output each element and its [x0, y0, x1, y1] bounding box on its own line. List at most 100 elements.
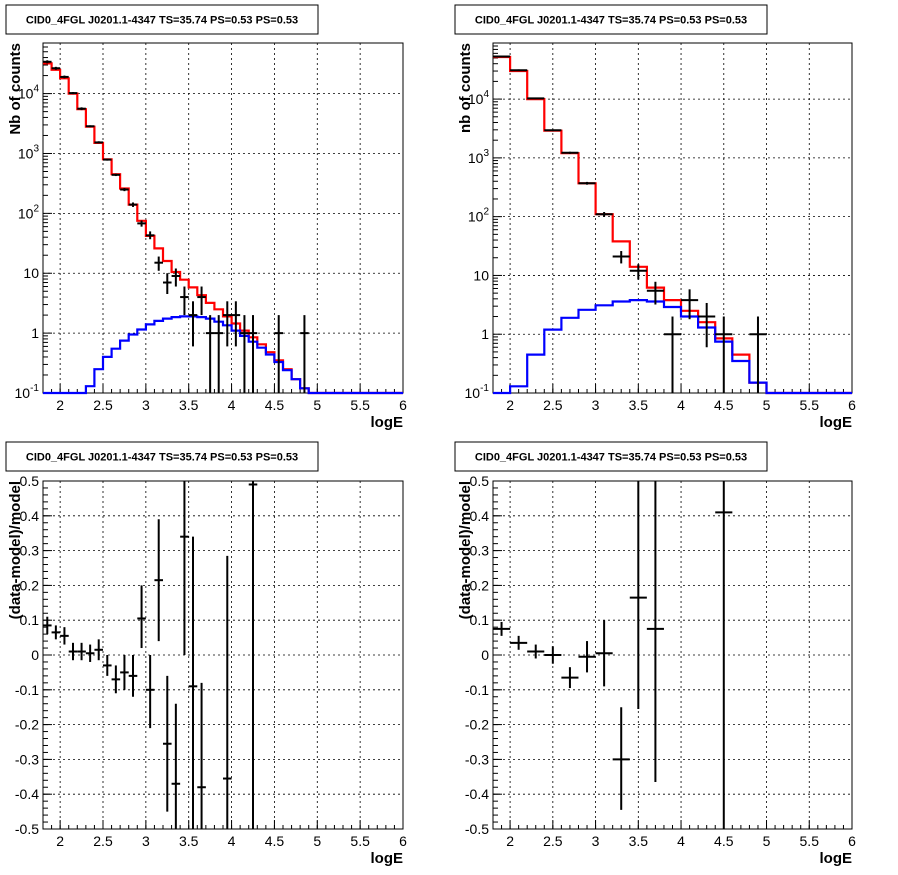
x-tick-label: 6 [399, 833, 407, 849]
data-point [715, 316, 733, 393]
data-point [646, 481, 664, 783]
panel-3: CID0_4FGL J0201.1-4347 TS=35.74 PS=0.53 … [5, 441, 407, 867]
y-tick-label: -0.3 [465, 751, 489, 767]
data-point [223, 301, 232, 347]
x-tick-label: 5 [313, 833, 321, 849]
data-point [493, 621, 511, 636]
data-point [240, 315, 249, 393]
y-tick-label: -0.5 [465, 821, 489, 837]
data-point [223, 555, 232, 829]
x-axis-title: logE [371, 414, 404, 431]
y-axis-title: (data-model)/model [7, 481, 24, 619]
data-point [188, 301, 198, 347]
title-box [454, 441, 768, 472]
plot-frame [42, 42, 404, 394]
data-point [527, 97, 545, 100]
data-point [544, 129, 562, 132]
data-point [629, 264, 647, 280]
data-point [85, 644, 95, 662]
x-tick-label: 3 [592, 833, 600, 849]
x-tick-label: 6 [399, 397, 407, 413]
x-tick-label: 5.5 [350, 833, 370, 849]
y-tick-label: 1 [31, 325, 39, 341]
y-tick-label: 0.2 [20, 577, 40, 593]
data-point [154, 519, 163, 642]
data-point [715, 481, 733, 829]
data-point [510, 69, 528, 72]
x-tick-label: 4.5 [265, 397, 285, 413]
y-tick-label: 103 [468, 148, 490, 166]
x-tick-label: 2.5 [93, 397, 113, 413]
y-tick-label: 0.4 [470, 508, 490, 524]
data-point [60, 75, 69, 79]
data-point [163, 675, 172, 812]
y-tick-label: 1 [481, 326, 489, 342]
data-point [103, 158, 112, 161]
x-tick-label: 4 [228, 833, 236, 849]
data-point [749, 316, 767, 393]
data-point [51, 625, 61, 640]
y-tick-label: 102 [468, 207, 490, 225]
data-point [231, 301, 241, 347]
y-tick-label: -0.1 [465, 682, 489, 698]
data-point [197, 286, 206, 316]
data-point [43, 616, 52, 635]
x-tick-label: 5.5 [350, 397, 370, 413]
data-point [612, 707, 630, 810]
data-point [493, 55, 511, 58]
data-point [68, 92, 78, 95]
title-box [454, 4, 768, 35]
data-point [103, 655, 112, 676]
title-box [5, 4, 319, 35]
data-point [137, 220, 146, 227]
data-point [205, 315, 215, 393]
x-tick-label: 3.5 [179, 833, 199, 849]
x-tick-label: 4.5 [714, 397, 734, 413]
y-tick-label: -0.2 [15, 717, 39, 733]
x-tick-label: 5 [763, 833, 771, 849]
x-tick-label: 2 [506, 833, 514, 849]
data-point [128, 655, 138, 697]
y-tick-label: -0.5 [15, 821, 39, 837]
y-tick-label: 0 [481, 647, 489, 663]
x-tick-label: 4 [228, 397, 236, 413]
data-point [180, 286, 189, 316]
y-tick-label: 104 [18, 84, 40, 102]
x-tick-label: 3 [142, 397, 150, 413]
x-tick-label: 3.5 [179, 397, 199, 413]
data-point [111, 665, 121, 694]
panel-4: CID0_4FGL J0201.1-4347 TS=35.74 PS=0.53 … [454, 441, 856, 867]
data-point [68, 642, 78, 661]
x-tick-label: 4 [677, 833, 685, 849]
y-tick-label: 0.2 [470, 577, 490, 593]
x-axis-title: logE [820, 850, 853, 867]
title-box [5, 441, 319, 472]
data-point [171, 268, 181, 287]
source-model-histogram [43, 315, 403, 395]
y-tick-label: -0.3 [15, 751, 39, 767]
data-point [163, 273, 172, 295]
data-point [145, 231, 155, 240]
y-axis-title: (data-model)/model [457, 481, 474, 619]
data-point [248, 315, 258, 393]
data-point [561, 667, 579, 689]
data-point [595, 620, 613, 687]
data-point [510, 635, 528, 650]
y-tick-label: 102 [18, 203, 40, 221]
x-tick-label: 4.5 [265, 833, 285, 849]
data-point [120, 188, 129, 192]
data-point [561, 151, 579, 154]
data-point [612, 251, 630, 264]
data-point [527, 644, 545, 659]
x-tick-label: 3.5 [629, 833, 649, 849]
chart-title: CID0_4FGL J0201.1-4347 TS=35.74 PS=0.53 … [26, 452, 298, 464]
y-tick-label: 0.1 [470, 612, 490, 628]
data-point [145, 655, 155, 729]
x-tick-label: 4 [677, 397, 685, 413]
x-tick-label: 2.5 [543, 397, 563, 413]
y-tick-label: 10 [23, 265, 39, 281]
data-point [137, 585, 146, 649]
y-tick-label: 0.5 [470, 473, 490, 489]
x-tick-label: 5 [313, 397, 321, 413]
